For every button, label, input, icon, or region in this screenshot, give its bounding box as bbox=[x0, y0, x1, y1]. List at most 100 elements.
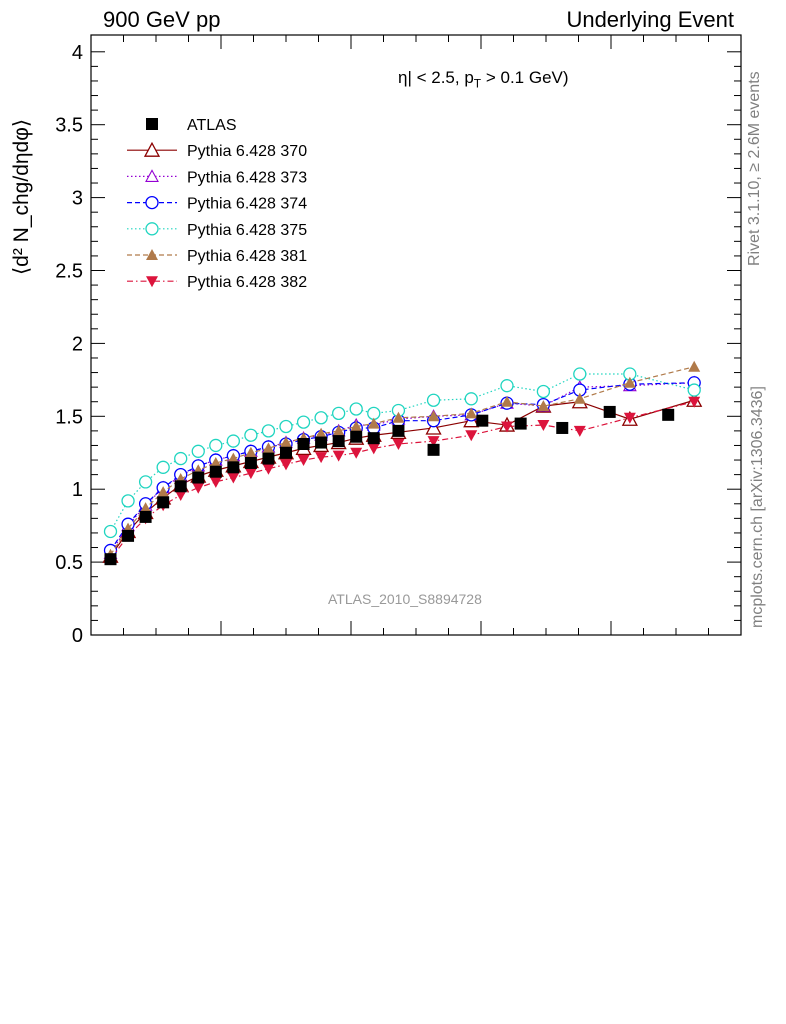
series-atlas bbox=[104, 405, 675, 566]
data-point bbox=[350, 447, 363, 459]
data-point bbox=[262, 452, 275, 465]
data-point bbox=[687, 383, 701, 397]
data-point bbox=[191, 444, 205, 458]
legend-marker bbox=[145, 169, 159, 182]
data-point bbox=[192, 482, 205, 494]
data-point bbox=[192, 471, 205, 484]
data-point bbox=[174, 480, 187, 493]
data-point bbox=[209, 456, 222, 468]
data-point bbox=[227, 472, 240, 484]
data-point bbox=[426, 393, 441, 407]
y-axis-label: ⟨d² N_chg/dηdφ⟩ bbox=[10, 118, 33, 276]
data-point bbox=[349, 402, 363, 416]
series-pythia-6-428-382 bbox=[104, 396, 701, 566]
legend-label: Pythia 6.428 375 bbox=[187, 222, 307, 239]
data-point bbox=[367, 443, 380, 455]
data-point bbox=[514, 417, 527, 430]
y-tick-label: 3 bbox=[72, 188, 83, 210]
y-tick-label: 0 bbox=[72, 625, 83, 647]
y-tick-label: 1.5 bbox=[55, 406, 83, 428]
y-tick-label: 3.5 bbox=[55, 115, 83, 137]
data-point bbox=[244, 456, 257, 469]
legend-label: Pythia 6.428 373 bbox=[187, 169, 307, 186]
legend-marker bbox=[145, 195, 159, 210]
legend-label: ATLAS bbox=[187, 117, 237, 134]
data-point bbox=[297, 438, 310, 451]
data-point bbox=[174, 490, 187, 502]
data-point bbox=[280, 436, 292, 448]
data-point bbox=[139, 502, 152, 514]
data-point bbox=[315, 452, 328, 464]
data-point bbox=[262, 442, 275, 454]
data-point bbox=[367, 432, 380, 445]
data-point bbox=[121, 494, 135, 508]
data-point bbox=[573, 367, 587, 381]
data-point bbox=[688, 396, 701, 408]
data-point bbox=[157, 496, 170, 509]
y-tick-label: 2 bbox=[72, 333, 83, 355]
legend-label: Pythia 6.428 374 bbox=[187, 196, 307, 213]
legend-label: Pythia 6.428 382 bbox=[187, 274, 307, 291]
legend-label: Pythia 6.428 381 bbox=[187, 248, 307, 265]
data-point bbox=[537, 400, 550, 412]
data-point bbox=[315, 427, 328, 439]
data-point bbox=[350, 430, 363, 443]
data-point bbox=[209, 465, 222, 478]
legend-marker bbox=[146, 118, 158, 130]
chart-title-left: 900 GeV pp bbox=[103, 7, 221, 32]
data-point bbox=[280, 446, 292, 459]
data-point bbox=[427, 410, 440, 422]
data-point bbox=[476, 414, 489, 427]
data-point bbox=[227, 461, 240, 474]
mcplots-citation-label: mcplots.cern.ch [arXiv:1306.3436] bbox=[749, 386, 766, 628]
data-point bbox=[536, 384, 551, 399]
data-point bbox=[122, 529, 135, 542]
data-point bbox=[688, 360, 701, 372]
data-point bbox=[332, 435, 345, 448]
y-tick-label: 1 bbox=[72, 479, 83, 501]
rivet-version-label: Rivet 3.1.10, ≥ 2.6M events bbox=[746, 71, 763, 266]
legend-marker bbox=[146, 249, 158, 260]
data-point bbox=[244, 468, 257, 480]
data-point bbox=[623, 376, 636, 388]
data-point bbox=[573, 392, 586, 404]
data-point bbox=[662, 408, 675, 421]
data-point bbox=[104, 553, 117, 566]
data-point bbox=[331, 406, 346, 421]
data-point bbox=[297, 455, 310, 467]
data-point bbox=[573, 425, 586, 437]
data-point bbox=[103, 524, 118, 539]
data-point bbox=[156, 460, 170, 474]
data-point bbox=[262, 463, 275, 475]
data-point bbox=[296, 415, 311, 429]
data-point bbox=[314, 411, 328, 425]
data-point bbox=[209, 476, 222, 488]
data-point bbox=[425, 419, 442, 435]
data-point bbox=[209, 438, 223, 453]
series-layer bbox=[102, 360, 703, 566]
y-tick-label: 4 bbox=[72, 42, 83, 64]
data-point bbox=[350, 420, 363, 432]
data-point bbox=[501, 395, 513, 407]
plot-frame: 0 0.5 1 1.5 2 2.5 3 3.5 4 bbox=[55, 34, 742, 647]
series-pythia-6-428-381 bbox=[104, 360, 701, 560]
data-point bbox=[392, 424, 405, 437]
data-point bbox=[227, 452, 240, 464]
data-point bbox=[332, 450, 345, 462]
legend-marker bbox=[145, 222, 159, 236]
data-point bbox=[603, 405, 616, 418]
data-point bbox=[500, 379, 514, 393]
y-tick-label: 2.5 bbox=[55, 261, 83, 283]
series-pythia-6-428-374 bbox=[103, 376, 701, 558]
data-point bbox=[427, 443, 440, 456]
data-point bbox=[465, 407, 478, 419]
cut-text: η| < 2.5, p bbox=[398, 68, 474, 87]
data-point bbox=[427, 436, 440, 448]
chart-title-right: Underlying Event bbox=[566, 7, 734, 32]
data-point bbox=[157, 486, 170, 498]
data-point bbox=[244, 428, 258, 442]
series-pythia-6-428-375 bbox=[103, 367, 701, 539]
data-point bbox=[623, 412, 636, 424]
data-point bbox=[392, 411, 405, 423]
